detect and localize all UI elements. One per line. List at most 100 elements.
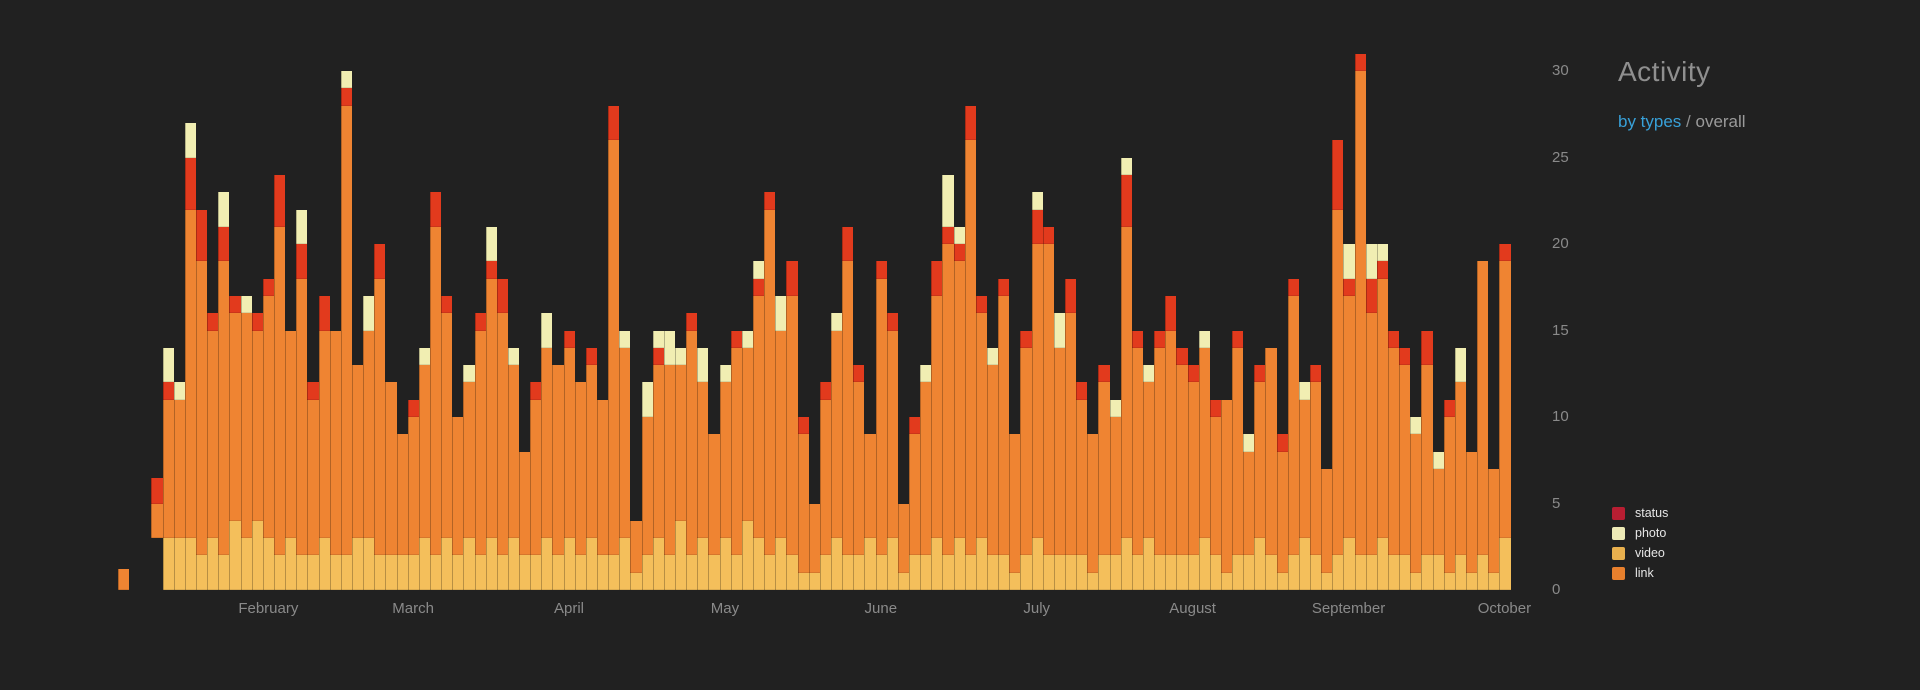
- bar[interactable]: [1443, 40, 1455, 590]
- bar[interactable]: [764, 40, 776, 590]
- legend-item-photo[interactable]: photo: [1612, 523, 1668, 543]
- bar[interactable]: [519, 40, 531, 590]
- bar[interactable]: [975, 40, 987, 590]
- bar[interactable]: [463, 40, 475, 590]
- bar[interactable]: [1454, 40, 1467, 590]
- bar[interactable]: [1232, 40, 1244, 590]
- bar[interactable]: [597, 40, 609, 590]
- bar[interactable]: [942, 40, 954, 590]
- bar[interactable]: [663, 40, 676, 590]
- bar[interactable]: [1466, 40, 1478, 590]
- bar[interactable]: [507, 40, 520, 590]
- bar[interactable]: [452, 40, 464, 590]
- bar[interactable]: [753, 40, 765, 590]
- bar[interactable]: [1254, 40, 1266, 590]
- bar[interactable]: [998, 40, 1010, 590]
- bar[interactable]: [574, 40, 586, 590]
- bar[interactable]: [708, 40, 720, 590]
- bar[interactable]: [429, 40, 442, 590]
- bar[interactable]: [1488, 40, 1500, 590]
- bar[interactable]: [864, 40, 876, 590]
- bar[interactable]: [1276, 40, 1288, 590]
- bar[interactable]: [1421, 40, 1433, 590]
- bar[interactable]: [1376, 40, 1389, 590]
- bar[interactable]: [1365, 40, 1377, 590]
- bar[interactable]: [630, 40, 642, 590]
- bar[interactable]: [385, 40, 397, 590]
- bar[interactable]: [1198, 40, 1210, 590]
- bar[interactable]: [1042, 40, 1054, 590]
- bar[interactable]: [485, 40, 497, 590]
- bar[interactable]: [184, 40, 196, 590]
- bar[interactable]: [329, 40, 341, 590]
- bar[interactable]: [307, 40, 319, 590]
- bar[interactable]: [1287, 40, 1299, 590]
- bar[interactable]: [129, 40, 140, 590]
- bar[interactable]: [1343, 40, 1355, 590]
- bar[interactable]: [552, 40, 564, 590]
- bar[interactable]: [853, 40, 865, 590]
- bar[interactable]: [1209, 40, 1221, 590]
- bar[interactable]: [1142, 40, 1155, 590]
- bar[interactable]: [1499, 40, 1511, 590]
- bar[interactable]: [351, 40, 364, 590]
- bar[interactable]: [563, 40, 575, 590]
- bar[interactable]: [741, 40, 754, 590]
- bar[interactable]: [273, 40, 286, 590]
- bar[interactable]: [775, 40, 787, 590]
- bar[interactable]: [1298, 40, 1311, 590]
- bar[interactable]: [340, 40, 352, 590]
- bar[interactable]: [229, 40, 241, 590]
- bar[interactable]: [1165, 40, 1177, 590]
- bar[interactable]: [730, 40, 742, 590]
- bar[interactable]: [875, 40, 887, 590]
- bar[interactable]: [418, 40, 430, 590]
- bar[interactable]: [1354, 40, 1366, 590]
- bar[interactable]: [1243, 40, 1255, 590]
- bar[interactable]: [496, 40, 508, 590]
- bar[interactable]: [697, 40, 709, 590]
- bar[interactable]: [441, 40, 453, 590]
- bar[interactable]: [262, 40, 274, 590]
- bar[interactable]: [1399, 40, 1411, 590]
- bar[interactable]: [1076, 40, 1088, 590]
- bar[interactable]: [1332, 40, 1344, 590]
- bar[interactable]: [1131, 40, 1143, 590]
- bar[interactable]: [1432, 40, 1444, 590]
- bar[interactable]: [931, 40, 943, 590]
- legend-item-status[interactable]: status: [1612, 503, 1668, 523]
- bar[interactable]: [1031, 40, 1043, 590]
- bar[interactable]: [686, 40, 698, 590]
- bar[interactable]: [842, 40, 854, 590]
- bar[interactable]: [1020, 40, 1032, 590]
- bar[interactable]: [1220, 40, 1233, 590]
- bar[interactable]: [1053, 40, 1065, 590]
- legend-item-link[interactable]: link: [1612, 563, 1668, 583]
- view-by-types-link[interactable]: by types: [1618, 112, 1682, 131]
- bar[interactable]: [296, 40, 308, 590]
- bar[interactable]: [195, 40, 208, 590]
- bar[interactable]: [1120, 40, 1132, 590]
- bar[interactable]: [1009, 40, 1021, 590]
- bar[interactable]: [986, 40, 999, 590]
- bar[interactable]: [1388, 40, 1400, 590]
- bar[interactable]: [1064, 40, 1077, 590]
- bar[interactable]: [530, 40, 542, 590]
- bar[interactable]: [218, 40, 230, 590]
- bar[interactable]: [407, 40, 419, 590]
- bar[interactable]: [151, 40, 163, 590]
- bar[interactable]: [608, 40, 620, 590]
- bar[interactable]: [118, 40, 130, 590]
- view-overall-link[interactable]: overall: [1695, 112, 1746, 131]
- bar[interactable]: [1310, 40, 1322, 590]
- bar[interactable]: [1098, 40, 1110, 590]
- bar[interactable]: [396, 40, 408, 590]
- bar[interactable]: [819, 40, 831, 590]
- bar[interactable]: [318, 40, 330, 590]
- bar[interactable]: [240, 40, 252, 590]
- bar[interactable]: [808, 40, 820, 590]
- bar[interactable]: [140, 40, 151, 590]
- bar[interactable]: [1321, 40, 1333, 590]
- bar[interactable]: [1265, 40, 1277, 590]
- bar[interactable]: [953, 40, 965, 590]
